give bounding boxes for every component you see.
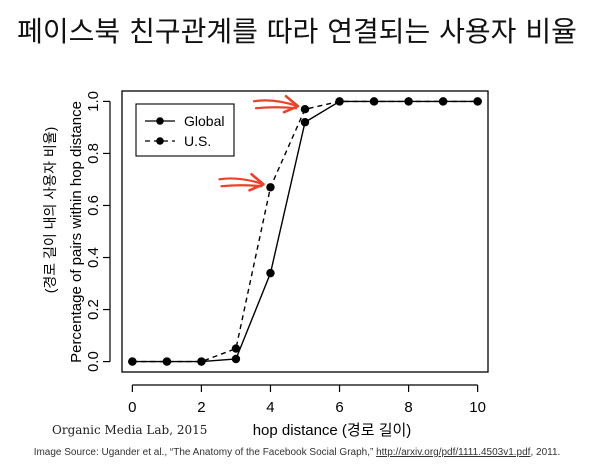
x-tick-label: 0: [128, 399, 136, 416]
slide-title: 페이스북 친구관계를 따라 연결되는 사용자 비율: [17, 15, 577, 48]
data-point-us: [266, 183, 275, 192]
source-text: Image Source: Ugander et al., “The Anato…: [33, 447, 377, 458]
legend-box: [135, 103, 235, 157]
credit-label: Organic Media Lab, 2015: [52, 423, 208, 437]
y-axis-label: Percentage of pairs within hop distance: [68, 101, 85, 363]
x-tick-label: 6: [335, 399, 343, 416]
data-point-us: [162, 357, 172, 366]
data-point-us: [369, 97, 379, 106]
y-tick-label: 1.0: [85, 91, 102, 112]
data-point-us: [231, 344, 241, 353]
legend-marker: [156, 137, 164, 145]
x-tick-label: 10: [469, 399, 486, 416]
legend-label: Global: [184, 113, 224, 129]
series-line-us: [132, 100, 478, 363]
annotation-arrow-head: [282, 94, 300, 114]
data-point-us: [335, 97, 344, 106]
x-tick-label: 8: [404, 399, 412, 416]
y-tick-label: 0.2: [85, 299, 102, 320]
x-axis-label: hop distance (경로 길이): [253, 422, 412, 439]
data-point-global: [231, 354, 241, 364]
source-link[interactable]: http://arxiv.org/pdf/1111.4503v1.pdf: [376, 447, 531, 458]
y-tick-label: 0.0: [85, 351, 102, 372]
image-source-caption: Image Source: Ugander et al., “The Anato…: [0, 447, 594, 458]
data-point-us: [300, 105, 310, 114]
legend-label: U.S.: [184, 133, 211, 149]
y-axis-label-korean: (경로 길이 내의 사용자 비율): [42, 127, 58, 294]
data-point-us: [197, 357, 206, 366]
plot-frame: [121, 90, 489, 373]
data-point-global: [266, 268, 275, 278]
x-tick-label: 2: [197, 399, 205, 416]
data-point-us: [473, 97, 482, 106]
y-tick-label: 0.6: [85, 195, 102, 216]
source-suffix: , 2011.: [530, 447, 561, 458]
x-tick-label: 4: [266, 399, 274, 416]
data-point-us: [404, 97, 413, 106]
data-point-us: [438, 97, 448, 106]
y-tick-label: 0.8: [85, 143, 102, 164]
data-point-us: [128, 357, 137, 366]
data-point-global: [300, 118, 310, 127]
y-tick-label: 0.4: [85, 247, 102, 268]
annotation-arrow-head: [248, 172, 265, 192]
legend-marker: [156, 117, 164, 125]
